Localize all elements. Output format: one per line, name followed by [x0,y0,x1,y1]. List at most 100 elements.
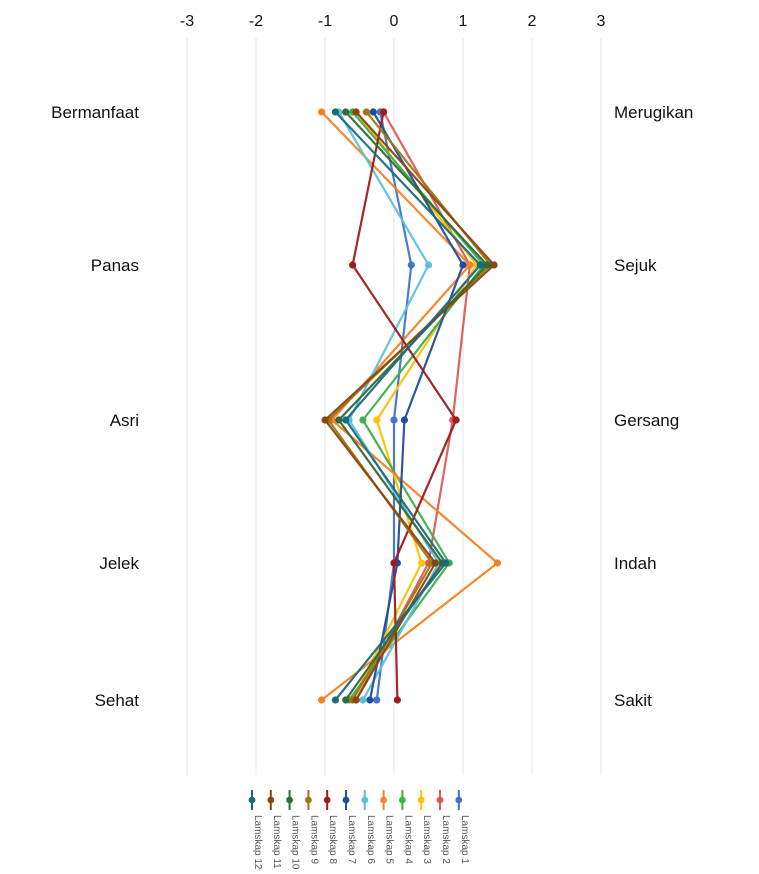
series-line [348,111,485,701]
legend-label: Lamskap 9 [308,815,319,864]
left-category-label: Sehat [95,691,140,710]
data-point [318,696,326,704]
legend-label: Lamskap 2 [440,815,451,864]
data-point [331,108,339,116]
data-point [359,416,367,424]
legend-label: Lamskap 10 [290,815,301,870]
data-point [442,559,450,567]
left-category-label: Jelek [99,554,139,573]
series-line [368,111,465,701]
data-point [331,696,339,704]
data-point [390,559,398,567]
series-group [349,108,481,704]
data-point [431,559,439,567]
right-category-label: Sakit [614,691,652,710]
legend-label: Lamskap 1 [459,815,470,864]
data-point [476,261,484,269]
data-point [366,696,374,704]
x-tick-label: -2 [249,13,263,30]
legend-swatch-marker [361,796,369,804]
data-point [373,416,381,424]
data-point [390,416,398,424]
data-point [342,696,350,704]
legend-swatch-marker [436,796,444,804]
data-point [318,108,326,116]
data-point [321,416,329,424]
plot-area [318,108,502,704]
data-point [393,696,401,704]
legend-label: Lamskap 5 [384,815,395,864]
legend-swatch-marker [305,796,312,804]
legend-entry: Lamskap 10 [286,790,301,870]
data-point [418,559,426,567]
x-tick-label: -3 [180,13,194,30]
legend-label: Lamskap 11 [271,815,282,869]
legend-entry: Lamskap 12 [248,790,263,870]
legend-entry: Lamskap 11 [267,790,282,869]
legend-swatch-marker [267,796,275,804]
data-point [342,416,350,424]
data-point [452,416,460,424]
legend-label: Lamskap 7 [346,815,357,864]
x-tick-label: 2 [528,13,537,30]
legend-label: Lamskap 12 [252,815,263,870]
data-point [483,261,491,269]
left-category-labels: Bermanfaat Panas Asri Jelek Sehat [51,103,139,710]
right-category-label: Merugikan [614,103,693,122]
legend: Lamskap 12 Lamskap 11 Lamskap 10 Lamskap 9 L… [248,790,470,870]
legend-swatch-marker [417,796,425,804]
data-point [493,559,502,567]
legend-entry: Lamskap 1 [455,790,470,864]
legend-label: Lamskap 3 [421,815,432,864]
legend-swatch-marker [248,796,256,804]
left-category-label: Bermanfaat [51,103,139,122]
legend-label: Lamskap 6 [365,815,376,864]
x-tick-label: -1 [318,13,332,30]
legend-entry: Lamskap 3 [417,790,432,864]
x-tick-label: 3 [597,13,606,30]
series-group [331,108,484,704]
data-point [407,261,415,269]
x-tick-label: 0 [390,13,399,30]
legend-swatch-marker [286,796,293,804]
left-category-label: Asri [110,411,139,430]
legend-entry: Lamskap 8 [323,790,338,864]
legend-entry: Lamskap 6 [361,790,376,864]
data-point [490,261,498,269]
legend-entry: Lamskap 9 [305,790,319,864]
data-point [380,108,388,116]
x-axis-ticks: -3 -2 -1 0 1 2 3 [180,13,606,30]
right-category-label: Sejuk [614,256,657,275]
data-point [373,696,381,704]
data-point [362,108,370,116]
data-point [342,108,350,116]
data-point [335,416,343,424]
data-point [349,261,357,269]
legend-swatch-marker [455,796,463,804]
x-tick-label: 1 [459,13,468,30]
data-point [352,108,360,116]
legend-swatch-marker [323,796,331,804]
data-point [424,261,433,269]
legend-entry: Lamskap 7 [342,790,357,864]
legend-swatch-marker [380,796,387,804]
right-category-labels: Merugikan Sejuk Gersang Indah Sakit [614,103,693,710]
legend-swatch-marker [399,796,406,804]
legend-swatch-marker [342,796,350,804]
right-category-label: Gersang [614,411,679,430]
data-point [400,416,408,424]
legend-entry: Lamskap 5 [380,790,395,864]
legend-label: Lamskap 4 [402,815,413,864]
legend-entry: Lamskap 2 [436,790,451,864]
right-category-label: Indah [614,554,657,573]
data-point [359,696,367,704]
data-point [369,108,377,116]
left-category-label: Panas [91,256,139,275]
series-group [349,108,460,704]
data-point [459,261,467,269]
legend-label: Lamskap 8 [327,815,338,864]
data-point [466,261,474,269]
legend-entry: Lamskap 4 [399,790,413,864]
data-point [352,696,360,704]
